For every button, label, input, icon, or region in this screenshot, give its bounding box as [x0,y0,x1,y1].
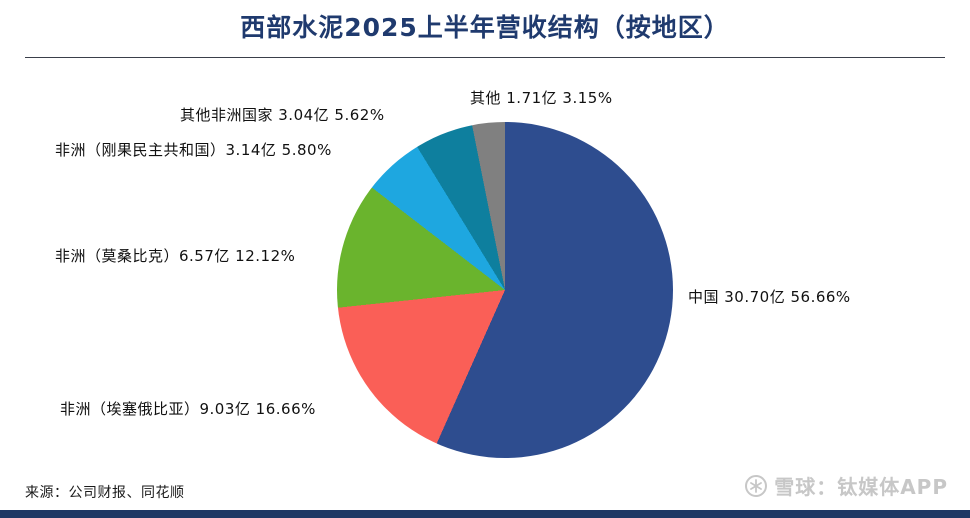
source-note: 来源：公司财报、同花顺 [25,485,185,501]
slice-label-other-africa: 其他非洲国家 3.04亿 5.62% [180,106,385,124]
chart-title: 西部水泥2025上半年营收结构（按地区） [240,13,730,42]
bottom-accent-bar [0,510,970,518]
snowball-logo-icon [744,474,768,498]
pie-chart [337,122,673,458]
watermark-text: 雪球：钛媒体APP [774,475,948,499]
slice-label-mozambique: 非洲（莫桑比克）6.57亿 12.12% [55,247,296,265]
slice-label-ethiopia: 非洲（埃塞俄比亚）9.03亿 16.66% [60,400,316,418]
title-divider [25,57,945,58]
slice-label-other: 其他 1.71亿 3.15% [470,89,613,107]
watermark: 雪球：钛媒体APP [744,471,948,500]
slice-label-china: 中国 30.70亿 56.66% [688,288,851,306]
slice-label-drc: 非洲（刚果民主共和国）3.14亿 5.80% [55,141,332,159]
